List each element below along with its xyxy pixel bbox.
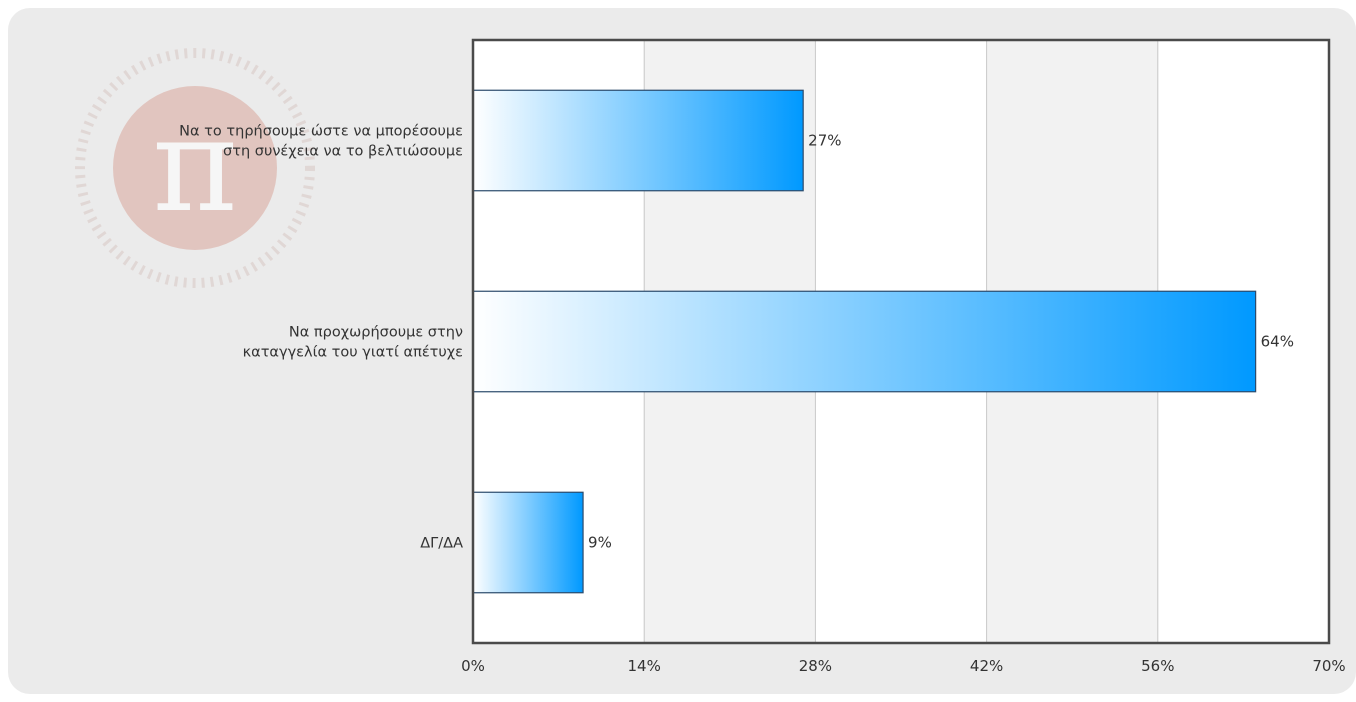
x-axis-ticks: 0% 14% 28% 42% 56% 70% — [461, 657, 1346, 675]
bar — [472, 89, 804, 192]
value-labels: 27% 64% 9% — [588, 132, 1294, 552]
bar — [472, 290, 1257, 393]
category-label: στη συνέχεια να το βελτιώσουμε — [223, 144, 463, 160]
pi-logo-watermark: π — [75, 48, 315, 288]
category-label: Να προχωρήσουμε στην — [289, 325, 463, 341]
x-tick-label: 56% — [1141, 657, 1174, 675]
category-label: ΔΓ/ΔΑ — [420, 536, 463, 552]
pi-logo-disc — [113, 86, 277, 250]
x-tick-label: 70% — [1312, 657, 1345, 675]
value-label: 9% — [588, 534, 612, 552]
x-tick-label: 28% — [799, 657, 832, 675]
pi-symbol-icon: π — [152, 89, 237, 241]
category-label: Να το τηρήσουμε ώστε να μπορέσουμε — [179, 124, 463, 140]
value-label: 64% — [1261, 333, 1294, 351]
bar — [472, 491, 584, 594]
value-label: 27% — [808, 132, 841, 150]
pi-logo-ring — [75, 48, 315, 288]
x-tick-label: 42% — [970, 657, 1003, 675]
x-tick-label: 14% — [628, 657, 661, 675]
plot-frame — [471, 38, 1331, 645]
category-label: καταγγελία του γιατί απέτυχε — [243, 345, 463, 361]
category-labels: Να το τηρήσουμε ώστε να μπορέσουμε στη συ… — [179, 124, 463, 552]
x-tick-label: 0% — [461, 657, 485, 675]
bars — [472, 89, 1257, 594]
